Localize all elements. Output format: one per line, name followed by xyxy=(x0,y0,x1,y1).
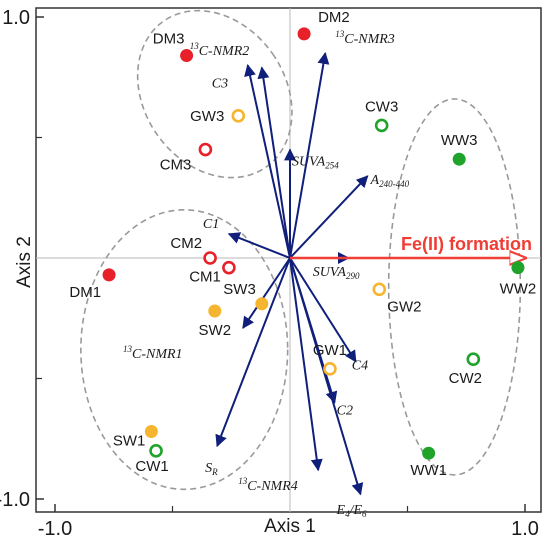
vector-c3 xyxy=(257,66,291,259)
point-ww3 xyxy=(452,152,466,166)
point-gw1 xyxy=(323,362,337,376)
vector-label-c1: C1 xyxy=(203,217,219,232)
y-axis-title: Axis 2 xyxy=(14,236,35,288)
vector-label-sr: SR xyxy=(205,461,218,477)
point-label-gw3: GW3 xyxy=(190,108,224,125)
point-gw2 xyxy=(372,282,387,297)
vector-e4-e6 xyxy=(289,257,364,496)
y-tick-label: -1.0 xyxy=(0,489,30,511)
point-dm3 xyxy=(180,49,194,63)
point-label-sw3: SW3 xyxy=(223,281,256,298)
vector-c4 xyxy=(289,257,357,363)
point-label-ww1: WW1 xyxy=(410,462,447,479)
point-label-ww2: WW2 xyxy=(500,281,537,298)
point-label-gw1: GW1 xyxy=(313,342,347,359)
point-label-cm3: CM3 xyxy=(160,157,192,174)
point-sw1 xyxy=(144,425,158,439)
vector-13c-nmr2 xyxy=(244,64,291,259)
vector-a240-440 xyxy=(289,175,369,259)
point-cw2 xyxy=(466,352,481,367)
point-dm1 xyxy=(102,268,116,282)
point-label-ww3: WW3 xyxy=(441,132,478,149)
point-gw3 xyxy=(231,109,246,123)
point-label-dm2: DM2 xyxy=(318,9,350,26)
vector-sr xyxy=(215,257,291,448)
point-dm2 xyxy=(297,27,311,41)
vector-label-13c-nmr4: 13C-NMR4 xyxy=(238,476,298,494)
vector-label-suva290: SUVA290 xyxy=(313,265,360,281)
vector-label-13c-nmr1: 13C-NMR1 xyxy=(123,344,183,362)
x-tick-label: -1.0 xyxy=(38,518,72,540)
cluster-ellipse-dm-gw3-cm3 xyxy=(136,9,293,179)
vector-label-a240-440: A240-440 xyxy=(370,173,410,189)
vector-13c-nmr4 xyxy=(289,257,323,472)
point-sw2 xyxy=(208,304,222,318)
point-cw1 xyxy=(149,443,163,458)
vector-label-c3: C3 xyxy=(212,77,228,92)
point-label-dm1: DM1 xyxy=(69,284,101,301)
vector-13c-nmr1 xyxy=(242,257,291,329)
vector-13c-nmr3 xyxy=(289,51,330,259)
point-ww1 xyxy=(422,446,436,460)
vector-label-suva254: SUVA254 xyxy=(292,155,339,171)
y-tick-label: 1.0 xyxy=(2,7,30,29)
x-axis-title: Axis 1 xyxy=(264,516,316,537)
point-label-dm3: DM3 xyxy=(153,31,185,48)
point-label-sw1: SW1 xyxy=(113,433,146,450)
point-cw3 xyxy=(374,118,389,133)
vector-label-13c-nmr2: 13C-NMR2 xyxy=(190,41,250,59)
vector-label-c4: C4 xyxy=(352,359,368,374)
point-cm3 xyxy=(198,142,213,157)
cluster-ellipse-right-group xyxy=(387,98,522,476)
point-cm1 xyxy=(222,260,236,275)
vector-label-13c-nmr3: 13C-NMR3 xyxy=(335,29,395,47)
vector-label-e4-e6: E4/E6 xyxy=(336,503,368,519)
x-tick-label: 1.0 xyxy=(511,518,539,540)
point-sw3 xyxy=(255,297,269,311)
vector-label-c2: C2 xyxy=(337,404,353,419)
point-label-gw2: GW2 xyxy=(387,298,421,315)
point-label-cw1: CW1 xyxy=(135,458,168,475)
point-label-cw2: CW2 xyxy=(449,370,482,387)
point-cm2 xyxy=(203,251,217,265)
point-label-sw2: SW2 xyxy=(199,322,232,339)
point-label-cm1: CM1 xyxy=(189,269,221,286)
point-label-cw3: CW3 xyxy=(365,98,398,115)
cluster-ellipse-left-group xyxy=(80,208,289,491)
point-label-cm2: CM2 xyxy=(170,235,202,252)
point-ww2 xyxy=(511,261,525,275)
vector-label-fe-ii-formation: Fe(II) formation xyxy=(401,234,532,254)
vector-c1 xyxy=(227,232,291,259)
